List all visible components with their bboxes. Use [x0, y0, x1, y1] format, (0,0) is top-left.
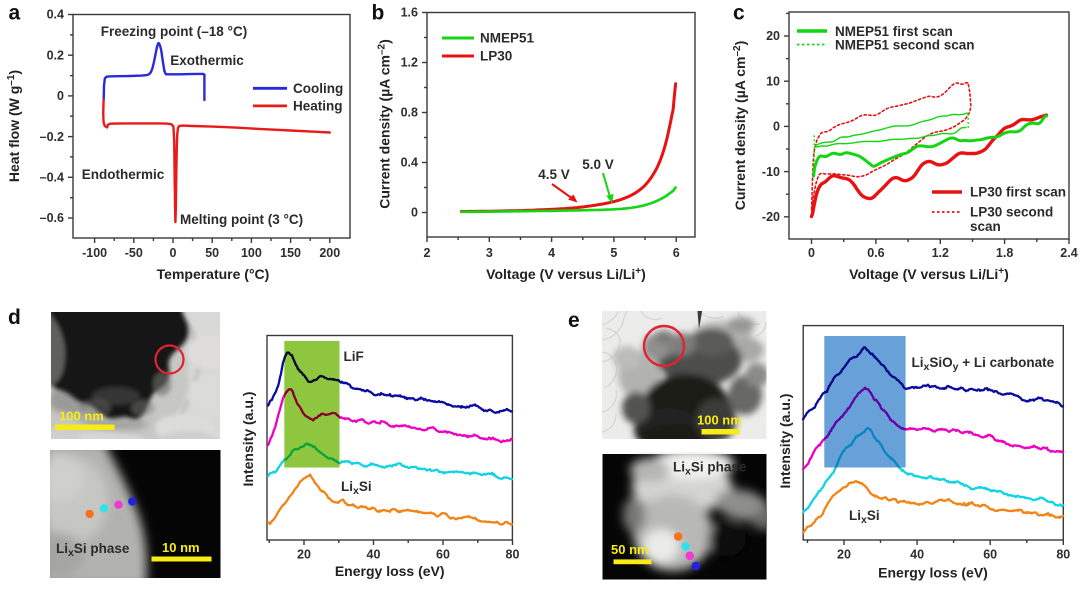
svg-text:Voltage (V versus Li/Li+): Voltage (V versus Li/Li+): [849, 266, 1009, 283]
svg-text:6: 6: [673, 246, 680, 260]
svg-text:1.2: 1.2: [401, 56, 418, 70]
svg-text:Voltage (V versus Li/Li+): Voltage (V versus Li/Li+): [486, 266, 646, 283]
svg-text:–0.6: –0.6: [40, 211, 64, 225]
svg-text:-50: -50: [125, 246, 143, 260]
svg-text:b: b: [372, 2, 385, 25]
svg-text:d: d: [8, 306, 21, 329]
svg-text:Intensity (a.u.): Intensity (a.u.): [240, 392, 256, 487]
svg-text:4: 4: [548, 246, 555, 260]
svg-text:3: 3: [486, 246, 493, 260]
svg-text:LixSi phase: LixSi phase: [673, 460, 747, 478]
svg-text:-10: -10: [762, 165, 780, 179]
svg-text:2.4: 2.4: [1060, 246, 1077, 260]
svg-text:LiF: LiF: [344, 349, 364, 364]
svg-text:0: 0: [411, 206, 418, 220]
svg-text:40: 40: [367, 548, 381, 562]
svg-text:-20: -20: [762, 210, 780, 224]
svg-text:Energy loss (eV): Energy loss (eV): [335, 563, 445, 579]
svg-text:NMEP51 second scan: NMEP51 second scan: [835, 37, 975, 52]
svg-text:LP30 first scan: LP30 first scan: [970, 185, 1066, 200]
svg-text:Temperature (°C): Temperature (°C): [157, 266, 270, 282]
svg-text:50: 50: [205, 246, 219, 260]
svg-text:20: 20: [297, 548, 311, 562]
svg-text:-100: -100: [82, 246, 107, 260]
svg-text:0: 0: [808, 246, 815, 260]
svg-text:Freezing point (–18 °C): Freezing point (–18 °C): [101, 24, 247, 39]
svg-text:LixSi: LixSi: [341, 479, 372, 497]
svg-text:4.5 V: 4.5 V: [538, 167, 570, 182]
svg-text:Heating: Heating: [293, 99, 343, 114]
svg-text:LixSiOy + Li carbonate: LixSiOy + Li carbonate: [912, 355, 1055, 373]
svg-text:–0.4: –0.4: [40, 171, 64, 185]
svg-text:1.6: 1.6: [401, 6, 418, 20]
svg-text:Endothermic: Endothermic: [82, 167, 165, 182]
svg-text:10 nm: 10 nm: [162, 540, 200, 555]
svg-text:LP30 second: LP30 second: [970, 205, 1053, 220]
svg-text:c: c: [733, 2, 745, 25]
svg-text:20: 20: [766, 29, 780, 43]
svg-text:80: 80: [506, 548, 520, 562]
svg-text:60: 60: [436, 548, 450, 562]
svg-text:–0.2: –0.2: [40, 130, 64, 144]
svg-text:100: 100: [241, 246, 262, 260]
svg-text:Cooling: Cooling: [293, 81, 343, 96]
svg-text:80: 80: [1056, 548, 1070, 562]
svg-text:0.6: 0.6: [867, 246, 884, 260]
svg-text:NMEP51 first scan: NMEP51 first scan: [835, 24, 953, 39]
svg-text:e: e: [568, 309, 580, 332]
svg-text:LP30: LP30: [480, 49, 512, 64]
svg-text:0.2: 0.2: [47, 48, 64, 62]
svg-text:Intensity (a.u.): Intensity (a.u.): [777, 394, 793, 489]
svg-text:Melting point (3 °C): Melting point (3 °C): [180, 212, 303, 227]
svg-text:a: a: [9, 2, 21, 25]
svg-text:0.8: 0.8: [401, 106, 418, 120]
svg-text:40: 40: [910, 548, 924, 562]
svg-text:scan: scan: [970, 219, 1001, 234]
svg-text:LixSi phase: LixSi phase: [56, 541, 130, 559]
svg-text:Heat flow (W g–1): Heat flow (W g–1): [6, 70, 23, 182]
svg-text:Current density (µA cm–2): Current density (µA cm–2): [376, 39, 393, 209]
svg-text:10: 10: [766, 74, 780, 88]
svg-text:Energy loss (eV): Energy loss (eV): [878, 565, 988, 581]
svg-text:0.4: 0.4: [47, 8, 64, 22]
svg-text:0: 0: [57, 89, 64, 103]
svg-text:Exothermic: Exothermic: [170, 53, 244, 68]
svg-text:5: 5: [610, 246, 617, 260]
svg-text:200: 200: [319, 246, 340, 260]
svg-text:Current density (µA cm–2): Current density (µA cm–2): [732, 41, 749, 211]
svg-text:0: 0: [170, 246, 177, 260]
svg-text:60: 60: [983, 548, 997, 562]
svg-text:LixSi: LixSi: [849, 508, 880, 526]
svg-text:50 nm: 50 nm: [611, 542, 649, 557]
svg-text:2: 2: [424, 246, 431, 260]
svg-text:5.0 V: 5.0 V: [582, 157, 614, 172]
svg-text:0.4: 0.4: [401, 156, 418, 170]
svg-text:150: 150: [280, 246, 301, 260]
svg-text:1.8: 1.8: [996, 246, 1013, 260]
svg-text:100 nm: 100 nm: [59, 409, 104, 424]
svg-text:1.2: 1.2: [932, 246, 949, 260]
svg-text:NMEP51: NMEP51: [480, 31, 535, 46]
svg-text:100 nm: 100 nm: [697, 413, 742, 428]
svg-text:20: 20: [837, 548, 851, 562]
svg-text:0: 0: [773, 120, 780, 134]
